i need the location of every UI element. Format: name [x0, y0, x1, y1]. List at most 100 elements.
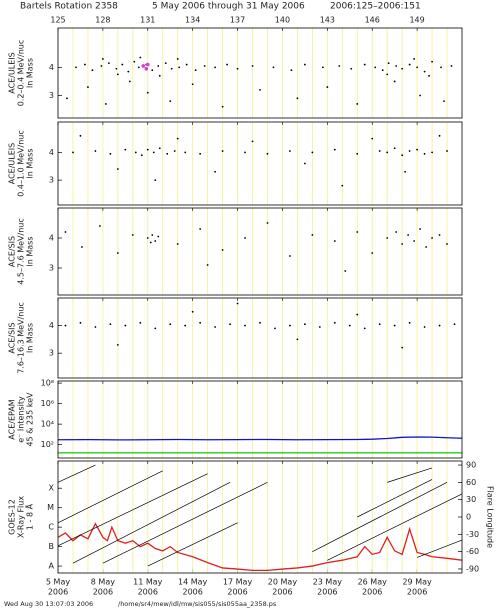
y-axis-label: 7.6–16.3 MeV/nuc: [17, 302, 26, 374]
data-line: [57, 436, 463, 441]
year-label: 2006: [407, 588, 427, 597]
data-point: [453, 323, 456, 326]
y2-tick-label: 0: [466, 513, 471, 522]
data-point: [236, 67, 239, 70]
data-point: [194, 69, 197, 72]
y2-tick-label: 60: [466, 478, 476, 487]
data-point: [151, 234, 154, 236]
data-point: [109, 323, 112, 326]
y-tick-label: B: [49, 542, 55, 551]
data-point: [64, 231, 67, 233]
data-point: [363, 63, 366, 66]
y-tick-label: 3: [49, 264, 54, 273]
data-point: [91, 69, 94, 72]
data-point: [401, 346, 404, 349]
data-point: [386, 237, 389, 239]
data-line: [357, 479, 433, 518]
data-point: [144, 66, 149, 71]
data-point: [416, 66, 419, 69]
data-point: [333, 321, 336, 324]
data-point: [428, 74, 430, 77]
date-tick-label: 26 May: [358, 578, 388, 587]
year-label: 2006: [317, 588, 337, 597]
data-point: [176, 58, 179, 60]
data-point: [146, 148, 149, 151]
data-point: [79, 321, 82, 324]
doy-tick-label: 125: [50, 16, 65, 25]
data-point: [438, 324, 441, 327]
data-point: [164, 62, 167, 65]
y-axis-label: e⁻ Intensity: [17, 396, 26, 443]
data-point: [413, 240, 416, 242]
data-point: [303, 323, 306, 326]
data-point: [214, 326, 217, 328]
y2-axis-label: Flare Longitude: [486, 486, 495, 548]
data-point: [401, 67, 404, 70]
data-point: [199, 321, 202, 324]
data-point: [321, 66, 324, 69]
data-point: [425, 246, 427, 248]
panel-frame: [57, 27, 463, 119]
data-point: [185, 63, 188, 66]
data-point: [446, 150, 448, 152]
data-point: [158, 147, 161, 150]
date-tick-label: 11 May: [133, 578, 163, 587]
data-point: [386, 73, 389, 76]
data-point: [107, 62, 110, 65]
data-point: [401, 154, 404, 157]
data-point: [244, 237, 246, 239]
y-tick-label: M: [47, 503, 54, 512]
data-point: [431, 151, 433, 154]
data-point: [356, 152, 359, 155]
data-point: [404, 170, 407, 173]
data-point: [266, 152, 269, 155]
data-point: [124, 148, 127, 151]
data-point: [290, 69, 293, 72]
data-line: [416, 539, 463, 558]
data-point: [408, 321, 411, 324]
y-tick-label: 3: [49, 349, 54, 358]
data-point: [431, 237, 433, 239]
data-point: [393, 80, 396, 83]
data-point: [333, 240, 336, 242]
data-point: [146, 237, 149, 239]
data-point: [221, 105, 224, 108]
data-point: [184, 151, 187, 154]
panel-frame: [57, 297, 463, 379]
data-point: [140, 154, 143, 157]
data-point: [169, 100, 172, 103]
data-point: [338, 65, 341, 67]
data-point: [438, 234, 441, 236]
data-point: [134, 151, 137, 154]
data-line: [312, 482, 448, 552]
data-point: [311, 234, 314, 236]
data-point: [158, 74, 161, 77]
data-point: [214, 66, 217, 69]
date-tick-label: 20 May: [268, 578, 298, 587]
panel-frame: [57, 460, 463, 574]
data-line: [57, 522, 463, 572]
data-point: [296, 97, 299, 100]
data-point: [116, 73, 119, 76]
year-label: 2006: [182, 588, 202, 597]
y2-tick-label: -30: [466, 530, 479, 539]
data-point: [146, 91, 149, 94]
data-point: [371, 252, 374, 254]
data-point: [141, 64, 146, 68]
data-point: [272, 66, 275, 69]
data-point: [419, 94, 422, 97]
y-tick-label: 10²: [41, 440, 54, 449]
data-point: [374, 66, 377, 69]
data-point: [450, 65, 453, 67]
doy-tick-label: 137: [230, 16, 245, 25]
doy-tick-label: 140: [275, 16, 290, 25]
y-tick-label: 10⁶: [41, 399, 54, 408]
data-point: [386, 151, 389, 154]
data-point: [203, 65, 206, 67]
data-point: [348, 324, 351, 327]
data-point: [139, 321, 142, 324]
panel-frame: [57, 380, 463, 459]
data-point: [157, 65, 160, 67]
y2-tick-label: -90: [466, 564, 479, 573]
